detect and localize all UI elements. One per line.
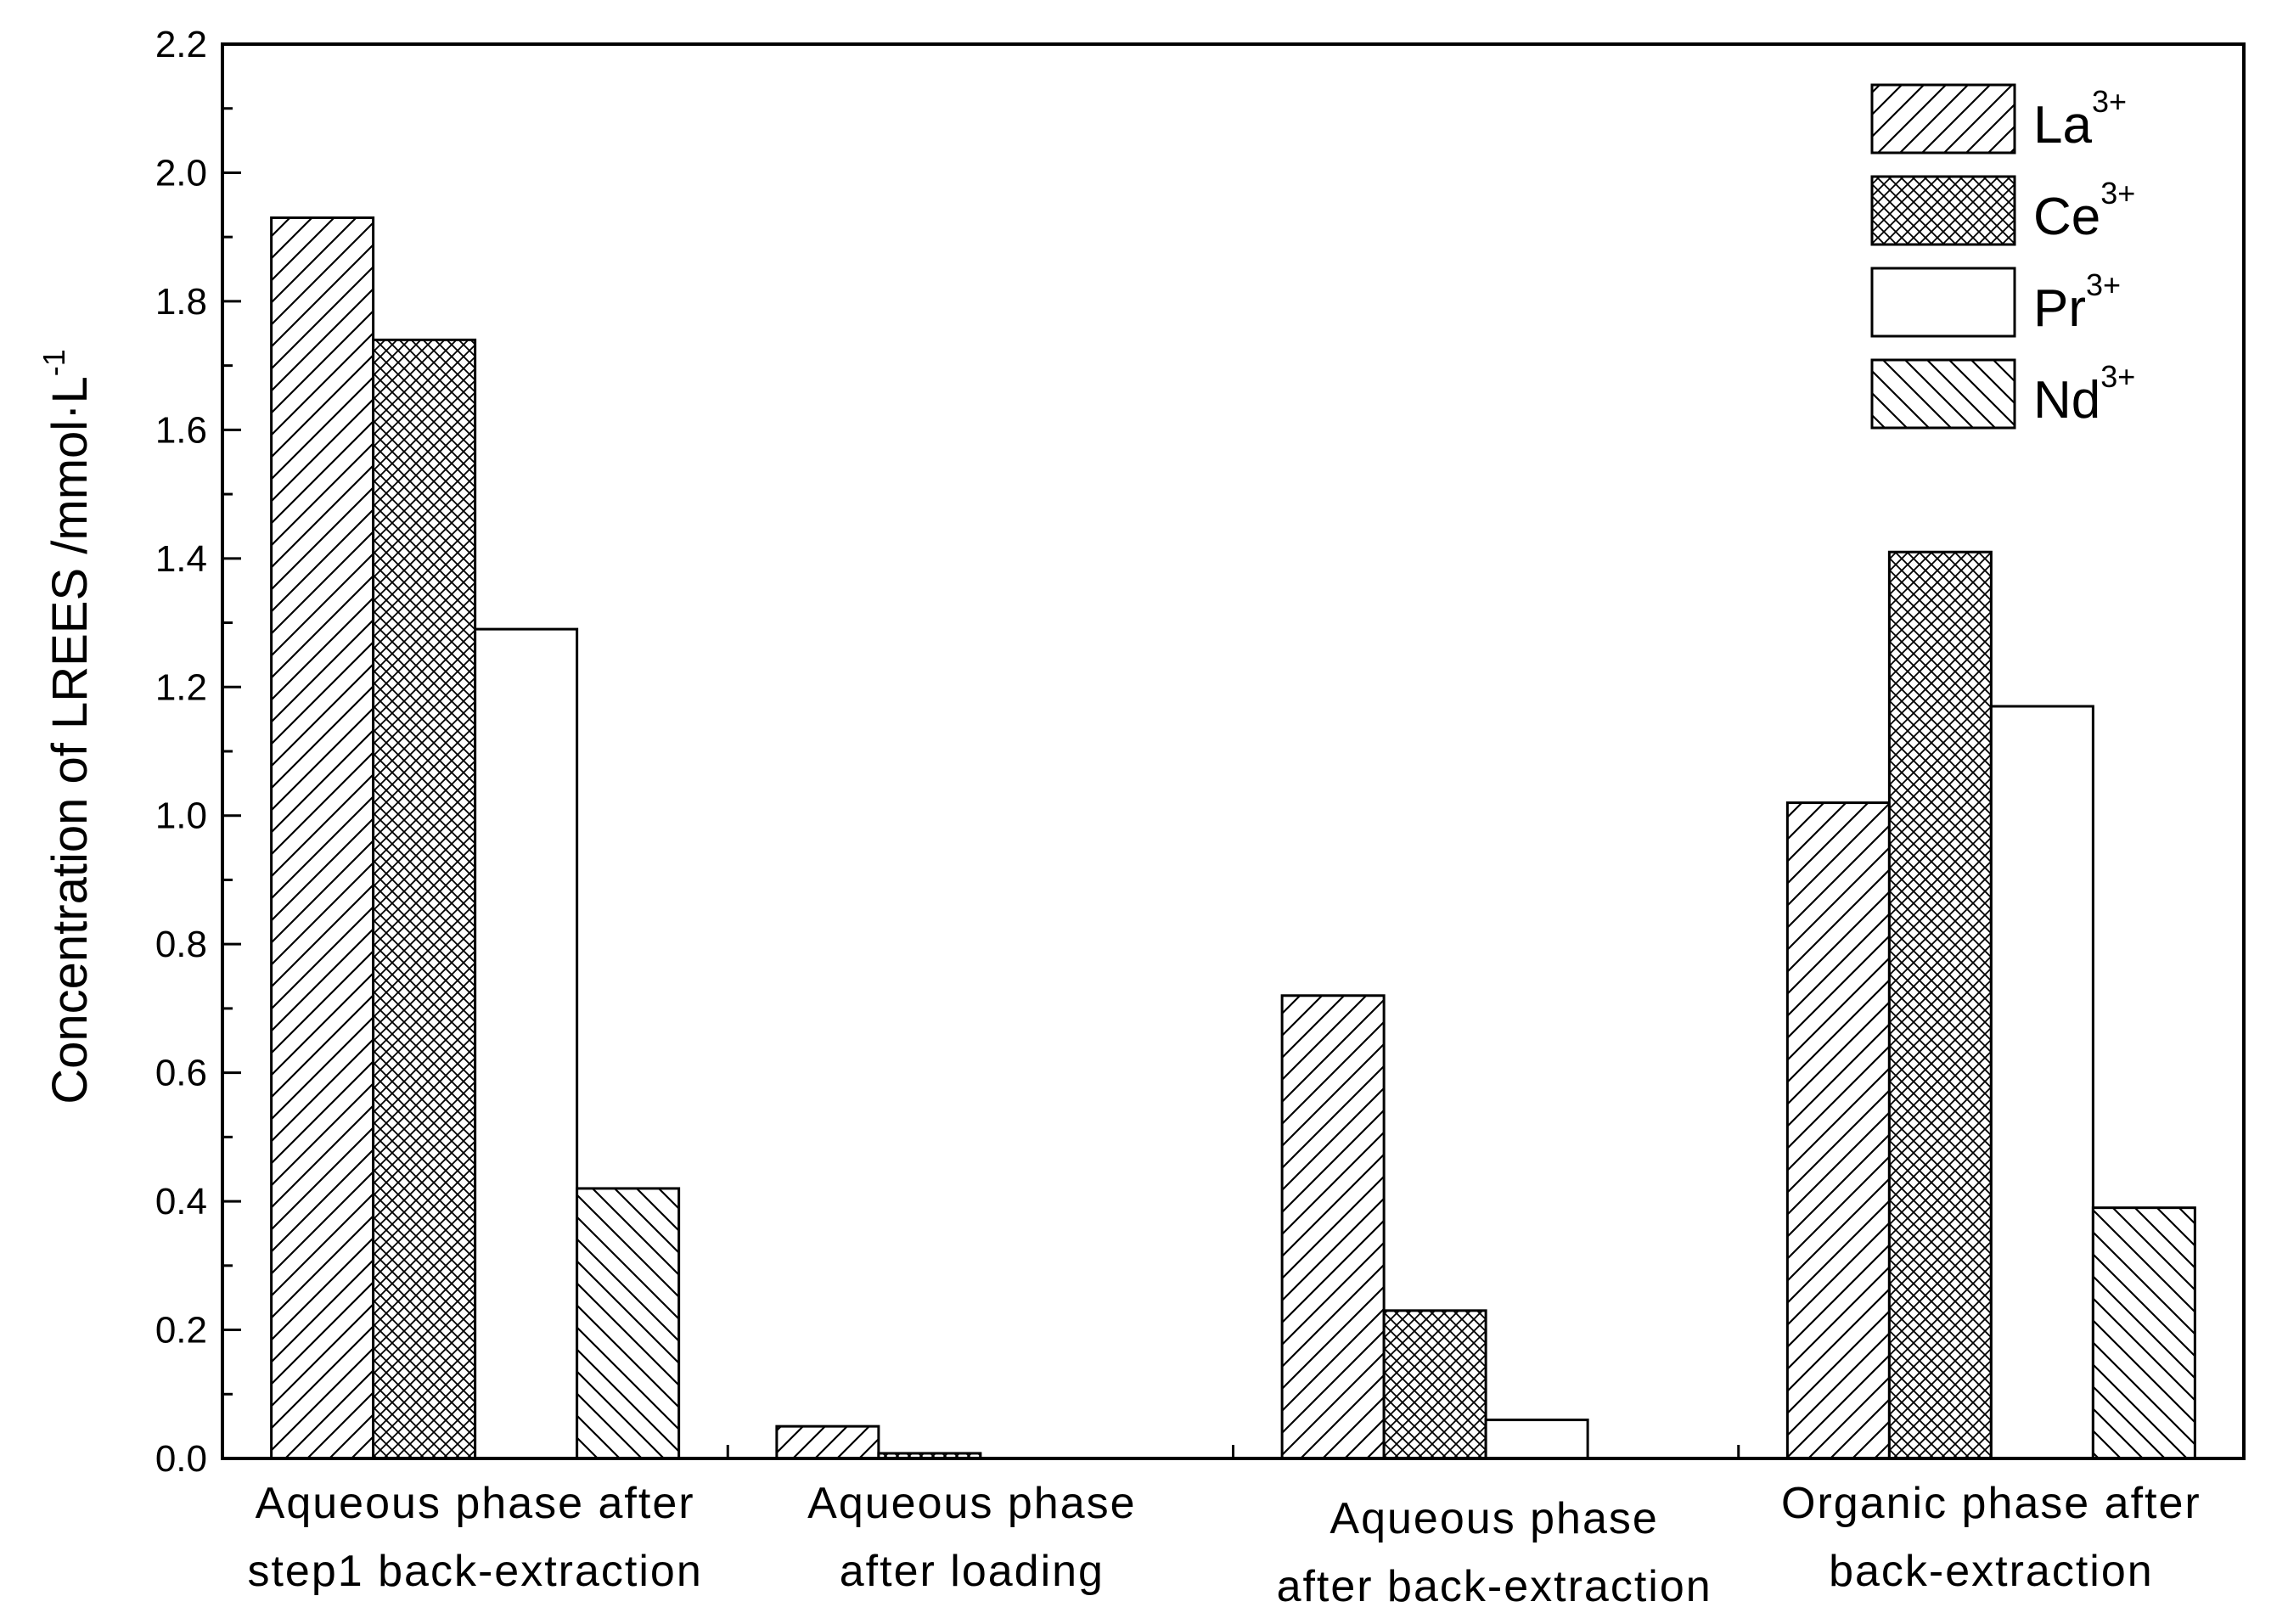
bars-layer [270,216,2196,1460]
bar-la-3 [1785,801,1891,1460]
y-tick-label: 2.2 [155,24,207,65]
legend-swatch-pr [1870,267,2016,338]
y-tick-label: 1.4 [155,538,207,580]
bar-la-0 [270,216,375,1460]
y-tick-label: 1.8 [155,281,207,323]
bar-ce-3 [1887,550,1993,1460]
x-axis-category-labels: Aqueous phase after step1 back-extraction… [247,1445,2201,1611]
y-tick-label: 0.6 [155,1053,207,1094]
legend-swatch-la [1870,83,2016,155]
x-category-label: after loading [840,1547,1105,1596]
y-tick-label: 2.0 [155,152,207,194]
bar-pr-0 [474,627,579,1460]
y-axis-ticks: 0.0 0.2 0.4 0.6 0.8 1.0 1.2 1.4 1.6 1.8 2.0 2.2 [155,24,241,1480]
legend-label-pr: Pr3+ [2033,267,2121,338]
y-tick-label: 0.8 [155,924,207,965]
legend-label-la: La3+ [2033,84,2127,155]
x-category-label: Aqueous phase [1330,1494,1658,1543]
bar-pr-2 [1484,1419,1589,1460]
y-tick-label: 0.2 [155,1310,207,1351]
bar-la-1 [775,1425,880,1460]
legend: La3+ Ce3+ Pr3+ Nd3+ [1870,83,2135,430]
bar-nd-3 [2091,1206,2196,1460]
bar-la-2 [1280,994,1386,1460]
y-tick-label: 1.2 [155,666,207,708]
x-category-label: Organic phase after [1781,1479,2201,1528]
x-category-label: back-extraction [1829,1547,2154,1596]
bar-nd-0 [576,1187,681,1460]
x-category-label: Aqueous phase after [256,1479,695,1528]
bar-pr-3 [1989,705,2094,1460]
legend-label-ce: Ce3+ [2033,176,2135,246]
y-axis-title: Concentration of LREES /mmol·L-1 [37,349,98,1104]
legend-swatch-ce [1870,175,2016,246]
x-category-label: step1 back-extraction [247,1547,702,1596]
y-tick-label: 1.6 [155,409,207,451]
y-tick-label: 0.0 [155,1438,207,1480]
y-tick-label: 0.4 [155,1181,207,1222]
y-tick-label: 1.0 [155,795,207,837]
x-category-label: after back-extraction [1277,1562,1712,1611]
x-category-label: Aqueous phase [807,1479,1136,1528]
legend-label-nd: Nd3+ [2033,359,2135,430]
bar-ce-2 [1382,1309,1487,1460]
legend-swatch-nd [1870,358,2016,430]
bar-ce-0 [372,338,477,1460]
